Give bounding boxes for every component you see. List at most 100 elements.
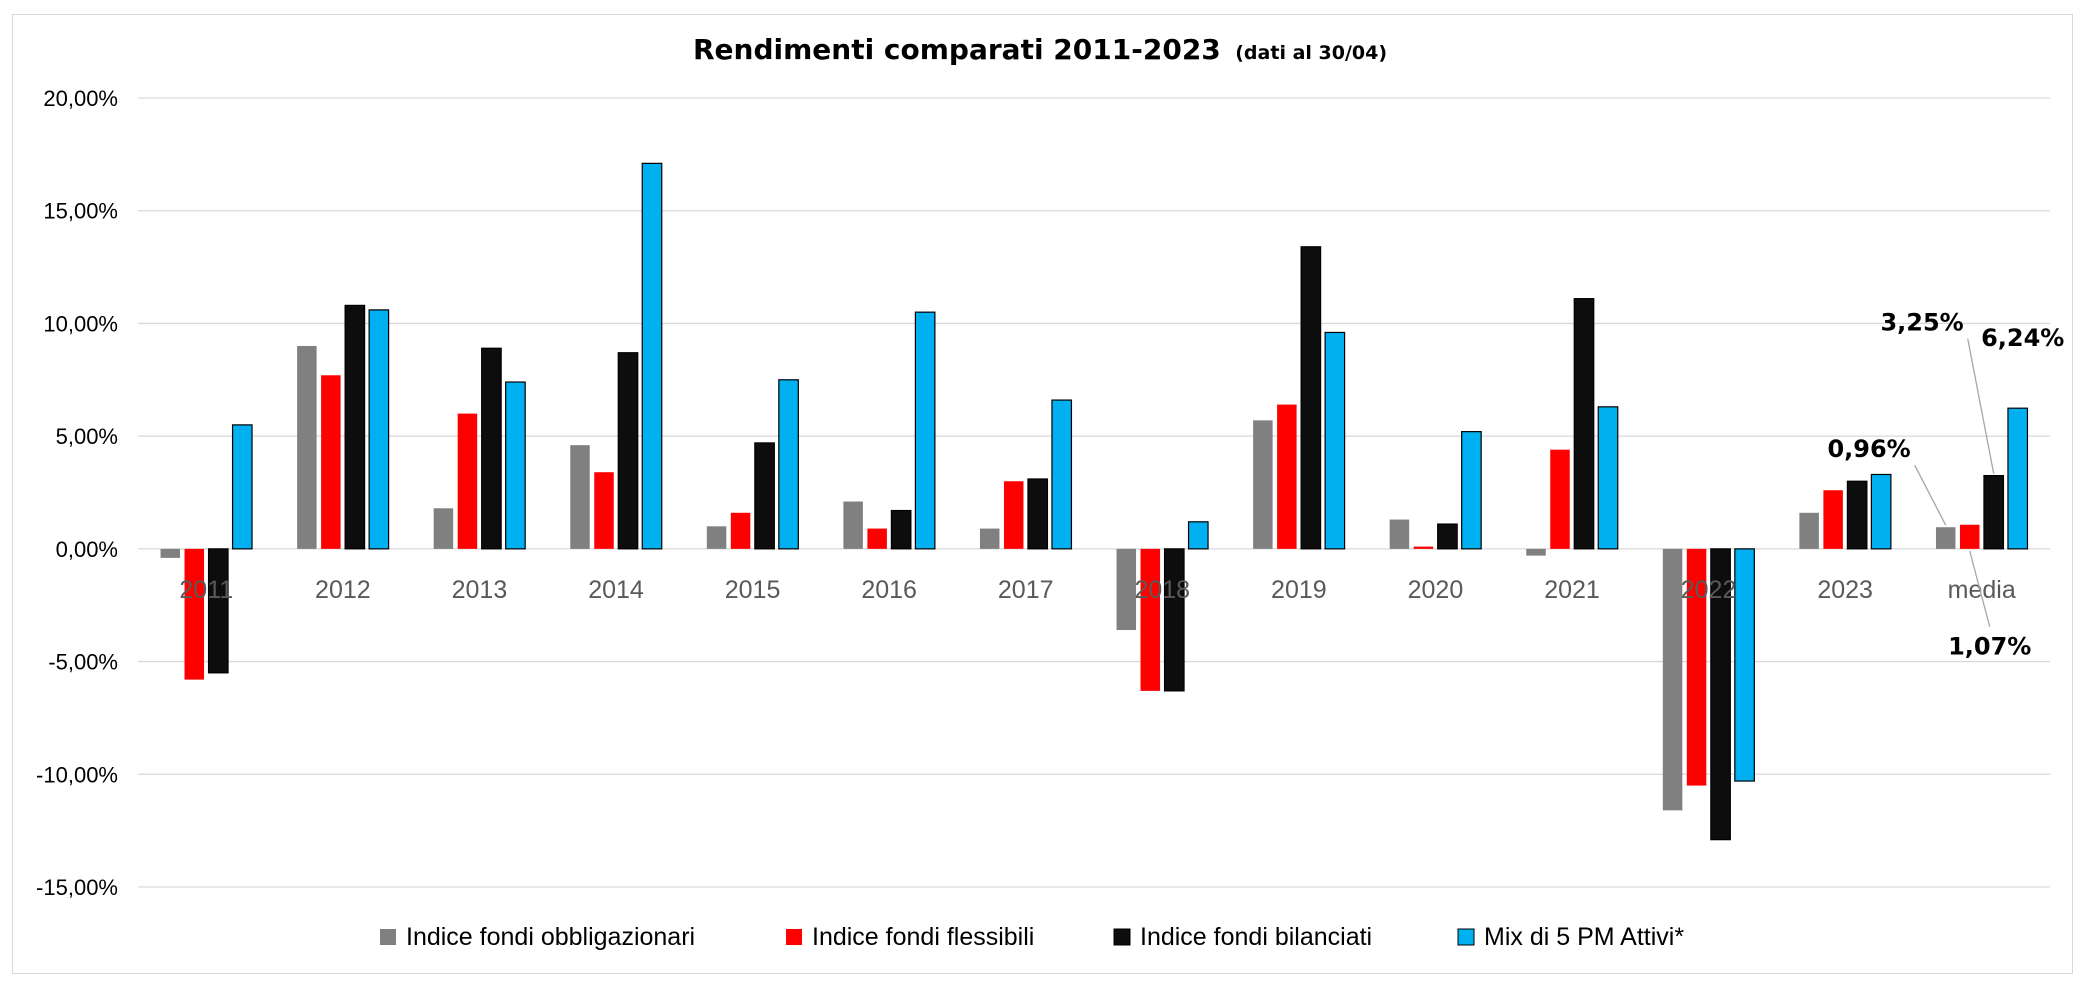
bar-mix-di-5-pm-attivi-2014 (641, 162, 663, 550)
x-axis-ticks: 2011 2012 2013 2014 2015 2016 2017 2018 2019 2020… (179, 576, 2015, 604)
bar-indice-fondi-flessibili-2013 (457, 413, 478, 549)
bar-indice-fondi-obbligazionari-2015 (706, 526, 727, 549)
bar-indice-fondi-obbligazionari-2012 (297, 345, 317, 549)
x-tick-label: 2013 (452, 576, 508, 604)
annotations: 0,96% 1,07% 3,25% 6,24% (1827, 309, 2064, 661)
bar-indice-fondi-obbligazionari-2017 (979, 528, 1000, 549)
bar-indice-fondi-flessibili-2022 (1686, 548, 1707, 786)
x-tick-label: 2021 (1544, 576, 1600, 604)
y-tick-label: -15,00% (36, 875, 118, 900)
x-tick-label: 2020 (1408, 576, 1464, 604)
y-tick-label: 0,00% (56, 537, 118, 562)
x-tick-label: 2018 (1134, 576, 1190, 604)
data-label: 1,07% (1948, 633, 2031, 661)
bar-indice-fondi-bilanciati-2022 (1710, 548, 1731, 841)
data-label: 0,96% (1827, 435, 1910, 463)
bar-indice-fondi-obbligazionari-2016 (843, 501, 863, 549)
bar-indice-fondi-bilanciati-2021 (1573, 298, 1595, 550)
x-tick-label: 2017 (998, 576, 1054, 604)
x-tick-label: 2014 (588, 576, 644, 604)
chart-subtitle: (dati al 30/04) (1235, 42, 1387, 64)
legend-swatch-mix-di-5-pm-attivi (1457, 928, 1475, 946)
bar-indice-fondi-obbligazionari-2011 (160, 548, 181, 558)
y-tick-label: 20,00% (43, 86, 118, 111)
bar-indice-fondi-bilanciati-2011 (207, 548, 229, 674)
data-label: 6,24% (1981, 324, 2064, 352)
bar-indice-fondi-bilanciati-2014 (617, 352, 639, 550)
bar-indice-fondi-flessibili-2012 (321, 375, 341, 549)
bar-indice-fondi-flessibili-2016 (867, 528, 887, 549)
legend-label: Indice fondi obbligazionari (406, 923, 695, 951)
bar-mix-di-5-pm-attivi-2019 (1324, 331, 1346, 550)
y-axis-ticks: 20,00% 15,00% 10,00% 5,00% 0,00% -5,00% -10,00… (36, 86, 118, 900)
bar-indice-fondi-obbligazionari-2019 (1253, 420, 1273, 549)
bar-indice-fondi-flessibili-2011 (184, 548, 205, 680)
x-tick-label: 2022 (1681, 576, 1737, 604)
bar-mix-di-5-pm-attivi-2020 (1461, 431, 1482, 550)
legend-swatch-indice-fondi-flessibili (786, 929, 802, 945)
bar-indice-fondi-bilanciati-2019 (1300, 246, 1322, 550)
y-tick-label: 15,00% (43, 199, 118, 224)
legend-swatch-indice-fondi-bilanciati (1113, 928, 1131, 946)
bar-mix-di-5-pm-attivi-2023 (1870, 473, 1892, 550)
legend-label: Indice fondi bilanciati (1140, 923, 1372, 951)
annotation-leader-line (1969, 550, 1991, 627)
bar-indice-fondi-bilanciati-2015 (754, 442, 775, 550)
bar-mix-di-5-pm-attivi-2011 (231, 424, 253, 550)
annotation-leader-line (1914, 464, 1947, 526)
x-tick-label: 2016 (861, 576, 917, 604)
bar-indice-fondi-obbligazionari-2022 (1662, 548, 1683, 811)
bar-indice-fondi-bilanciati-2018 (1163, 548, 1185, 692)
bar-indice-fondi-bilanciati-2016 (890, 509, 912, 550)
x-tick-label: 2023 (1817, 576, 1873, 604)
bar-indice-fondi-flessibili-2019 (1277, 404, 1297, 549)
bar-indice-fondi-flessibili-media (1959, 524, 1980, 549)
bar-indice-fondi-flessibili-2018 (1140, 548, 1161, 691)
y-tick-label: 10,00% (43, 311, 118, 336)
x-tick-label: 2019 (1271, 576, 1327, 604)
bar-mix-di-5-pm-attivi-2015 (778, 379, 799, 550)
bar-mix-di-5-pm-attivi-2013 (505, 381, 526, 550)
bars (160, 162, 2029, 841)
bar-indice-fondi-obbligazionari-2014 (570, 445, 590, 549)
bar-indice-fondi-obbligazionari-2013 (433, 508, 454, 549)
bar-mix-di-5-pm-attivi-media (2007, 407, 2029, 550)
bar-mix-di-5-pm-attivi-2022 (1734, 548, 1755, 782)
bar-indice-fondi-flessibili-2014 (594, 472, 614, 549)
bar-indice-fondi-obbligazionari-2018 (1116, 548, 1137, 631)
x-tick-label: 2015 (725, 576, 781, 604)
bar-indice-fondi-bilanciati-2023 (1846, 480, 1868, 550)
y-tick-label: 5,00% (56, 424, 118, 449)
bar-indice-fondi-obbligazionari-2021 (1526, 548, 1546, 556)
bar-indice-fondi-bilanciati-2012 (344, 304, 366, 550)
bar-mix-di-5-pm-attivi-2017 (1051, 399, 1073, 550)
chart-title: Rendimenti comparati 2011-2023 (dati al … (693, 33, 1387, 66)
legend-swatch-indice-fondi-obbligazionari (380, 929, 396, 945)
bar-mix-di-5-pm-attivi-2012 (368, 309, 390, 550)
legend-label: Mix di 5 PM Attivi* (1484, 923, 1684, 951)
bar-mix-di-5-pm-attivi-2021 (1597, 406, 1619, 550)
bar-indice-fondi-bilanciati-2017 (1027, 478, 1049, 550)
annotation-leader-line (1967, 338, 1995, 474)
bar-indice-fondi-obbligazionari-2023 (1799, 512, 1819, 549)
y-tick-label: -5,00% (48, 650, 118, 675)
bar-indice-fondi-flessibili-2021 (1550, 449, 1570, 549)
y-tick-label: -10,00% (36, 762, 118, 787)
bar-indice-fondi-obbligazionari-2020 (1389, 519, 1410, 549)
legend-label: Indice fondi flessibili (812, 923, 1034, 951)
bar-indice-fondi-obbligazionari-media (1935, 527, 1956, 549)
data-label: 3,25% (1880, 309, 1963, 337)
bar-mix-di-5-pm-attivi-2018 (1187, 521, 1209, 550)
bar-indice-fondi-flessibili-2015 (730, 512, 751, 549)
bar-indice-fondi-flessibili-2017 (1003, 481, 1024, 549)
chart-title-main: Rendimenti comparati 2011-2023 (693, 33, 1221, 66)
bar-indice-fondi-flessibili-2023 (1823, 490, 1843, 549)
x-tick-label: media (1948, 576, 2016, 604)
x-tick-label: 2012 (315, 576, 371, 604)
bar-indice-fondi-bilanciati-media (1983, 474, 2005, 550)
bar-mix-di-5-pm-attivi-2016 (914, 311, 936, 550)
x-tick-label: 2011 (179, 576, 233, 604)
bar-indice-fondi-flessibili-2020 (1413, 546, 1434, 549)
bar-indice-fondi-bilanciati-2013 (481, 347, 502, 550)
